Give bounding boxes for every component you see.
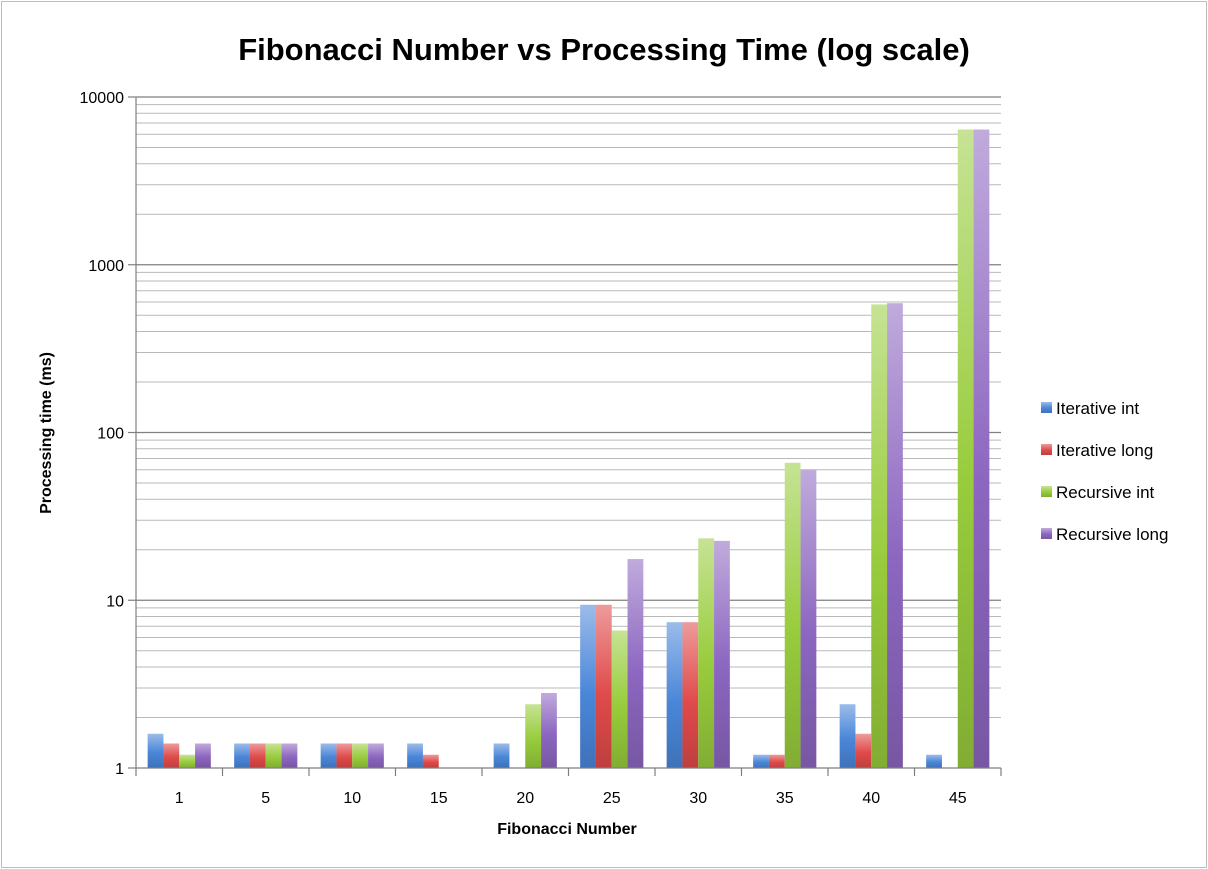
bar-recursive-int-45 xyxy=(957,129,974,768)
x-tick-label-15: 15 xyxy=(430,790,448,807)
bar-iterative-int-25 xyxy=(580,604,596,768)
legend-label-recursive-int: Recursive int xyxy=(1056,483,1155,502)
bar-iterative-int-30 xyxy=(666,622,683,768)
gridlines xyxy=(136,96,1001,719)
bar-iterative-long-40 xyxy=(855,733,872,768)
legend: Iterative int Iterative long Recursive int… xyxy=(1041,399,1168,544)
x-tick-label-45: 45 xyxy=(949,790,967,807)
legend-swatch-iterative-int xyxy=(1041,402,1052,413)
bar-iterative-long-35 xyxy=(768,754,785,768)
bars xyxy=(147,129,990,768)
bar-recursive-long-25 xyxy=(627,559,644,768)
x-tick-labels: 1 5 10 15 20 25 30 35 40 45 xyxy=(175,790,967,807)
bar-recursive-int-30 xyxy=(698,538,715,768)
bar-recursive-long-30 xyxy=(714,540,730,768)
y-tick-label-1: 1 xyxy=(115,761,124,778)
legend-swatch-iterative-long xyxy=(1041,444,1052,455)
bar-iterative-int-20 xyxy=(493,743,510,768)
y-tick-label-10000: 10000 xyxy=(80,90,125,107)
x-tick-label-5: 5 xyxy=(261,790,270,807)
bar-iterative-long-25 xyxy=(595,604,612,768)
legend-swatch-recursive-long xyxy=(1041,528,1052,539)
x-tick-label-30: 30 xyxy=(689,790,707,807)
y-tick-label-100: 100 xyxy=(97,426,124,443)
x-tick-label-10: 10 xyxy=(343,790,361,807)
bar-recursive-long-20 xyxy=(541,692,557,768)
bar-iterative-long-5 xyxy=(249,743,266,768)
bar-recursive-int-40 xyxy=(871,304,888,768)
bar-recursive-int-20 xyxy=(525,704,542,768)
bar-iterative-int-40 xyxy=(839,704,856,768)
bar-iterative-int-5 xyxy=(234,743,250,768)
bar-iterative-int-1 xyxy=(147,733,164,768)
x-axis-title: Fibonacci Number xyxy=(497,821,637,838)
bar-recursive-long-35 xyxy=(800,469,817,768)
y-axis-title: Processing time (ms) xyxy=(38,352,55,514)
x-tick-label-1: 1 xyxy=(175,790,184,807)
bar-recursive-int-10 xyxy=(352,743,369,768)
y-tick-label-1000: 1000 xyxy=(88,258,124,275)
legend-label-recursive-long: Recursive long xyxy=(1056,525,1168,544)
bar-recursive-long-10 xyxy=(368,743,384,768)
x-tick-label-35: 35 xyxy=(776,790,794,807)
bar-iterative-int-45 xyxy=(926,754,942,768)
bar-recursive-long-1 xyxy=(195,743,211,768)
bar-iterative-int-35 xyxy=(753,754,769,768)
bar-recursive-long-5 xyxy=(281,743,298,768)
bar-recursive-int-25 xyxy=(611,630,628,768)
bar-recursive-int-5 xyxy=(265,743,282,768)
y-tick-labels: 1 10 100 1000 10000 xyxy=(80,90,136,778)
bar-recursive-int-35 xyxy=(784,462,801,768)
legend-swatch-recursive-int xyxy=(1041,486,1052,497)
legend-label-iterative-int: Iterative int xyxy=(1056,399,1139,418)
bar-iterative-int-10 xyxy=(320,743,337,768)
bar-iterative-long-10 xyxy=(336,743,353,768)
bar-recursive-long-40 xyxy=(887,303,903,768)
x-tick-label-20: 20 xyxy=(516,790,534,807)
chart-title: Fibonacci Number vs Processing Time (log… xyxy=(238,32,970,67)
bar-recursive-int-1 xyxy=(179,754,196,768)
bar-iterative-long-1 xyxy=(163,743,180,768)
bar-iterative-long-15 xyxy=(422,754,439,768)
bar-iterative-long-30 xyxy=(682,622,699,768)
bar-iterative-int-15 xyxy=(407,743,423,768)
x-tick-label-25: 25 xyxy=(603,790,621,807)
legend-label-iterative-long: Iterative long xyxy=(1056,441,1153,460)
y-tick-label-10: 10 xyxy=(106,593,124,610)
x-tick-label-40: 40 xyxy=(862,790,880,807)
bar-recursive-long-45 xyxy=(973,129,990,768)
